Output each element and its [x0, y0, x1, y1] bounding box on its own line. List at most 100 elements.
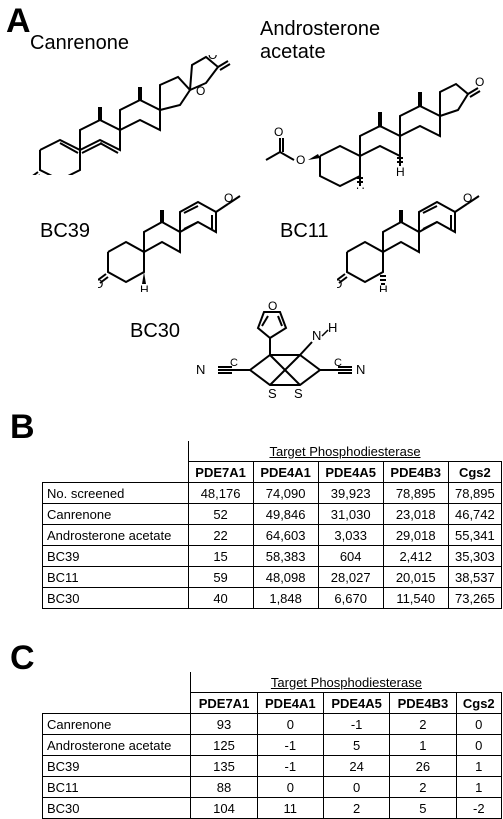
cell: 0 [456, 714, 501, 735]
cell: 93 [191, 714, 257, 735]
cell: 52 [188, 504, 253, 525]
svg-text:S: S [294, 386, 303, 400]
table-c-rowhead: Androsterone acetate [43, 735, 191, 756]
svg-text:H: H [396, 165, 405, 179]
cell: 74,090 [253, 483, 318, 504]
table-c-col: PDE4B3 [390, 693, 456, 714]
cell: 23,018 [383, 504, 448, 525]
cell: 28,027 [318, 567, 383, 588]
compound-androsterone-acetate: Androsterone acetate O O [260, 18, 490, 189]
table-b-rowhead: Androsterone acetate [43, 525, 189, 546]
cell: 2,412 [383, 546, 448, 567]
panel-b: B Target Phosphodiesterase PDE7A1 PDE4A1… [0, 400, 503, 609]
table-row: BC30 40 1,848 6,670 11,540 73,265 [43, 588, 502, 609]
cell: 29,018 [383, 525, 448, 546]
table-b-header-row: PDE7A1 PDE4A1 PDE4A5 PDE4B3 Cgs2 [43, 462, 502, 483]
cell: 604 [318, 546, 383, 567]
cell: 38,537 [448, 567, 501, 588]
canrenone-structure: O O O [30, 55, 240, 175]
compound-androsterone-acetate-label: Androsterone acetate [260, 18, 490, 64]
cell: -1 [257, 756, 323, 777]
svg-text:O: O [268, 300, 277, 313]
panel-a: A Canrenone [0, 0, 503, 400]
cell: -1 [323, 714, 389, 735]
compound-bc30-label: BC30 [130, 320, 180, 343]
table-b-col: PDE4A5 [318, 462, 383, 483]
compound-bc11: BC11 [280, 182, 487, 297]
panel-c: C Target Phosphodiesterase PDE7A1 PDE4A1… [0, 631, 503, 819]
svg-text:C: C [334, 357, 342, 369]
table-b-col: PDE7A1 [188, 462, 253, 483]
svg-text:N: N [196, 362, 205, 377]
table-b-col: PDE4A1 [253, 462, 318, 483]
table-b-rowhead: BC39 [43, 546, 189, 567]
cell: 1 [456, 756, 501, 777]
bc11-structure: O O H [337, 182, 487, 292]
panel-c-letter: C [10, 639, 40, 678]
cell: 1,848 [253, 588, 318, 609]
table-row: Canrenone 52 49,846 31,030 23,018 46,742 [43, 504, 502, 525]
svg-text:H: H [140, 283, 149, 292]
cell: 22 [188, 525, 253, 546]
table-c: Target Phosphodiesterase PDE7A1 PDE4A1 P… [42, 672, 502, 819]
svg-text:O: O [296, 153, 305, 167]
cell: 88 [191, 777, 257, 798]
compound-bc30: BC30 [130, 300, 410, 405]
table-row: Androsterone acetate 125 -1 5 1 0 [43, 735, 502, 756]
svg-text:O: O [337, 277, 342, 291]
svg-text:O: O [98, 277, 103, 291]
svg-text:O: O [196, 84, 205, 98]
compound-canrenone: Canrenone [30, 32, 240, 175]
svg-text:N: N [356, 362, 365, 377]
cell: 0 [323, 777, 389, 798]
cell: 58,383 [253, 546, 318, 567]
cell: 59 [188, 567, 253, 588]
table-c-rowhead: BC11 [43, 777, 191, 798]
cell: 49,846 [253, 504, 318, 525]
cell: 15 [188, 546, 253, 567]
table-b-col: PDE4B3 [383, 462, 448, 483]
table-row: No. screened 48,176 74,090 39,923 78,895… [43, 483, 502, 504]
cell: 35,303 [448, 546, 501, 567]
table-c-superheader: Target Phosphodiesterase [191, 672, 502, 693]
cell: 55,341 [448, 525, 501, 546]
androsterone-acetate-structure: O O [260, 64, 490, 189]
compound-bc39-label: BC39 [40, 220, 90, 243]
cell: 39,923 [318, 483, 383, 504]
cell: 46,742 [448, 504, 501, 525]
cell: 5 [323, 735, 389, 756]
cell: -1 [257, 735, 323, 756]
panel-b-letter: B [10, 408, 40, 447]
cell: 24 [323, 756, 389, 777]
svg-text:S: S [268, 386, 277, 400]
table-c-rowhead: BC39 [43, 756, 191, 777]
svg-text:O: O [475, 75, 484, 89]
panel-a-letter: A [6, 2, 31, 41]
table-row: BC39 135 -1 24 26 1 [43, 756, 502, 777]
svg-text:H: H [328, 320, 337, 335]
compound-bc11-label: BC11 [280, 220, 329, 243]
cell: 0 [456, 735, 501, 756]
table-b-col: Cgs2 [448, 462, 501, 483]
cell: 2 [390, 777, 456, 798]
svg-text:C: C [230, 357, 238, 369]
cell: 48,098 [253, 567, 318, 588]
cell: 73,265 [448, 588, 501, 609]
table-c-col: Cgs2 [456, 693, 501, 714]
table-row: BC11 59 48,098 28,027 20,015 38,537 [43, 567, 502, 588]
cell: 48,176 [188, 483, 253, 504]
compound-bc39: BC39 [40, 182, 248, 297]
svg-text:O: O [463, 191, 472, 205]
table-row: Canrenone 93 0 -1 2 0 [43, 714, 502, 735]
svg-text:O: O [208, 55, 217, 62]
cell: 64,603 [253, 525, 318, 546]
table-b-rowhead: Canrenone [43, 504, 189, 525]
table-row: Androsterone acetate 22 64,603 3,033 29,… [43, 525, 502, 546]
table-c-col: PDE7A1 [191, 693, 257, 714]
figure-root: A Canrenone [0, 0, 503, 819]
svg-text:H: H [379, 283, 388, 292]
cell: 1 [390, 735, 456, 756]
svg-text:O: O [274, 125, 283, 139]
cell: 20,015 [383, 567, 448, 588]
cell: 31,030 [318, 504, 383, 525]
